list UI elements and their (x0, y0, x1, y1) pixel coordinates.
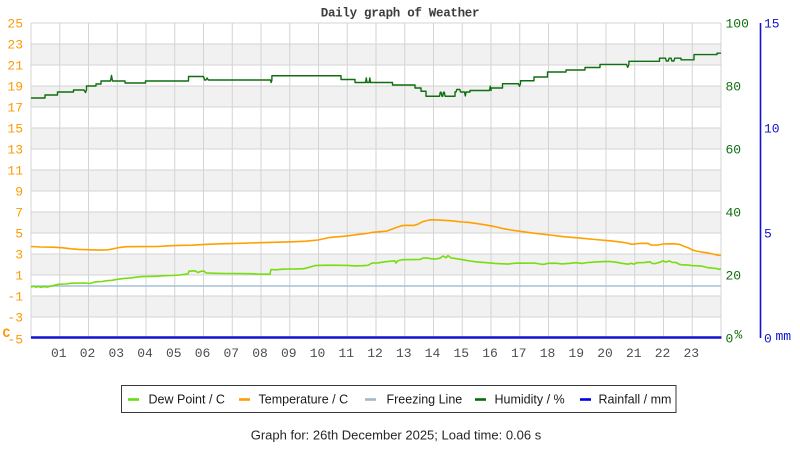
svg-text:23: 23 (683, 346, 699, 361)
svg-text:01: 01 (51, 346, 67, 361)
svg-text:20: 20 (726, 269, 742, 284)
svg-text:16: 16 (482, 346, 498, 361)
svg-text:5: 5 (15, 227, 23, 242)
svg-text:19: 19 (7, 80, 23, 95)
svg-text:13: 13 (7, 143, 23, 158)
svg-text:-5: -5 (7, 333, 23, 348)
svg-text:Daily graph of Weather: Daily graph of Weather (321, 7, 479, 21)
svg-text:15: 15 (7, 122, 23, 137)
svg-text:40: 40 (726, 206, 742, 221)
svg-text:21: 21 (7, 59, 23, 74)
svg-text:11: 11 (7, 164, 23, 179)
svg-text:05: 05 (166, 346, 182, 361)
svg-text:02: 02 (80, 346, 96, 361)
svg-text:18: 18 (540, 346, 556, 361)
svg-text:21: 21 (626, 346, 642, 361)
svg-text:11: 11 (338, 346, 354, 361)
svg-text:5: 5 (764, 227, 772, 242)
svg-text:0: 0 (726, 332, 734, 347)
svg-text:22: 22 (655, 346, 671, 361)
svg-text:Graph for: 26th December 2025;: Graph for: 26th December 2025; Load time… (251, 428, 542, 443)
svg-text:3: 3 (15, 248, 23, 263)
svg-text:08: 08 (252, 346, 268, 361)
svg-text:60: 60 (726, 143, 742, 158)
svg-text:10: 10 (764, 122, 780, 137)
svg-text:0: 0 (764, 332, 772, 347)
svg-text:25: 25 (7, 17, 23, 32)
svg-text:15: 15 (764, 17, 780, 32)
svg-text:-1: -1 (7, 290, 23, 305)
svg-text:80: 80 (726, 80, 742, 95)
svg-text:23: 23 (7, 38, 23, 53)
svg-text:%: % (735, 328, 743, 343)
svg-text:17: 17 (7, 101, 23, 116)
svg-text:07: 07 (223, 346, 239, 361)
svg-text:1: 1 (15, 269, 23, 284)
svg-text:17: 17 (511, 346, 527, 361)
svg-text:03: 03 (108, 346, 124, 361)
svg-text:Freezing Line: Freezing Line (387, 393, 463, 407)
svg-text:14: 14 (425, 346, 441, 361)
svg-text:Temperature / C: Temperature / C (259, 393, 349, 407)
svg-text:Humidity / %: Humidity / % (495, 393, 565, 407)
svg-text:9: 9 (15, 185, 23, 200)
svg-text:100: 100 (726, 17, 749, 32)
svg-text:09: 09 (281, 346, 297, 361)
svg-text:13: 13 (396, 346, 412, 361)
svg-text:C: C (3, 326, 11, 341)
svg-text:7: 7 (15, 206, 23, 221)
svg-text:-3: -3 (7, 311, 23, 326)
svg-text:06: 06 (195, 346, 211, 361)
svg-text:04: 04 (137, 346, 153, 361)
svg-text:20: 20 (597, 346, 613, 361)
svg-text:10: 10 (310, 346, 326, 361)
svg-text:12: 12 (367, 346, 383, 361)
svg-text:15: 15 (453, 346, 469, 361)
svg-text:mm: mm (776, 329, 792, 344)
svg-text:19: 19 (568, 346, 584, 361)
svg-text:Rainfall / mm: Rainfall / mm (599, 393, 672, 407)
svg-text:Dew Point / C: Dew Point / C (149, 393, 225, 407)
